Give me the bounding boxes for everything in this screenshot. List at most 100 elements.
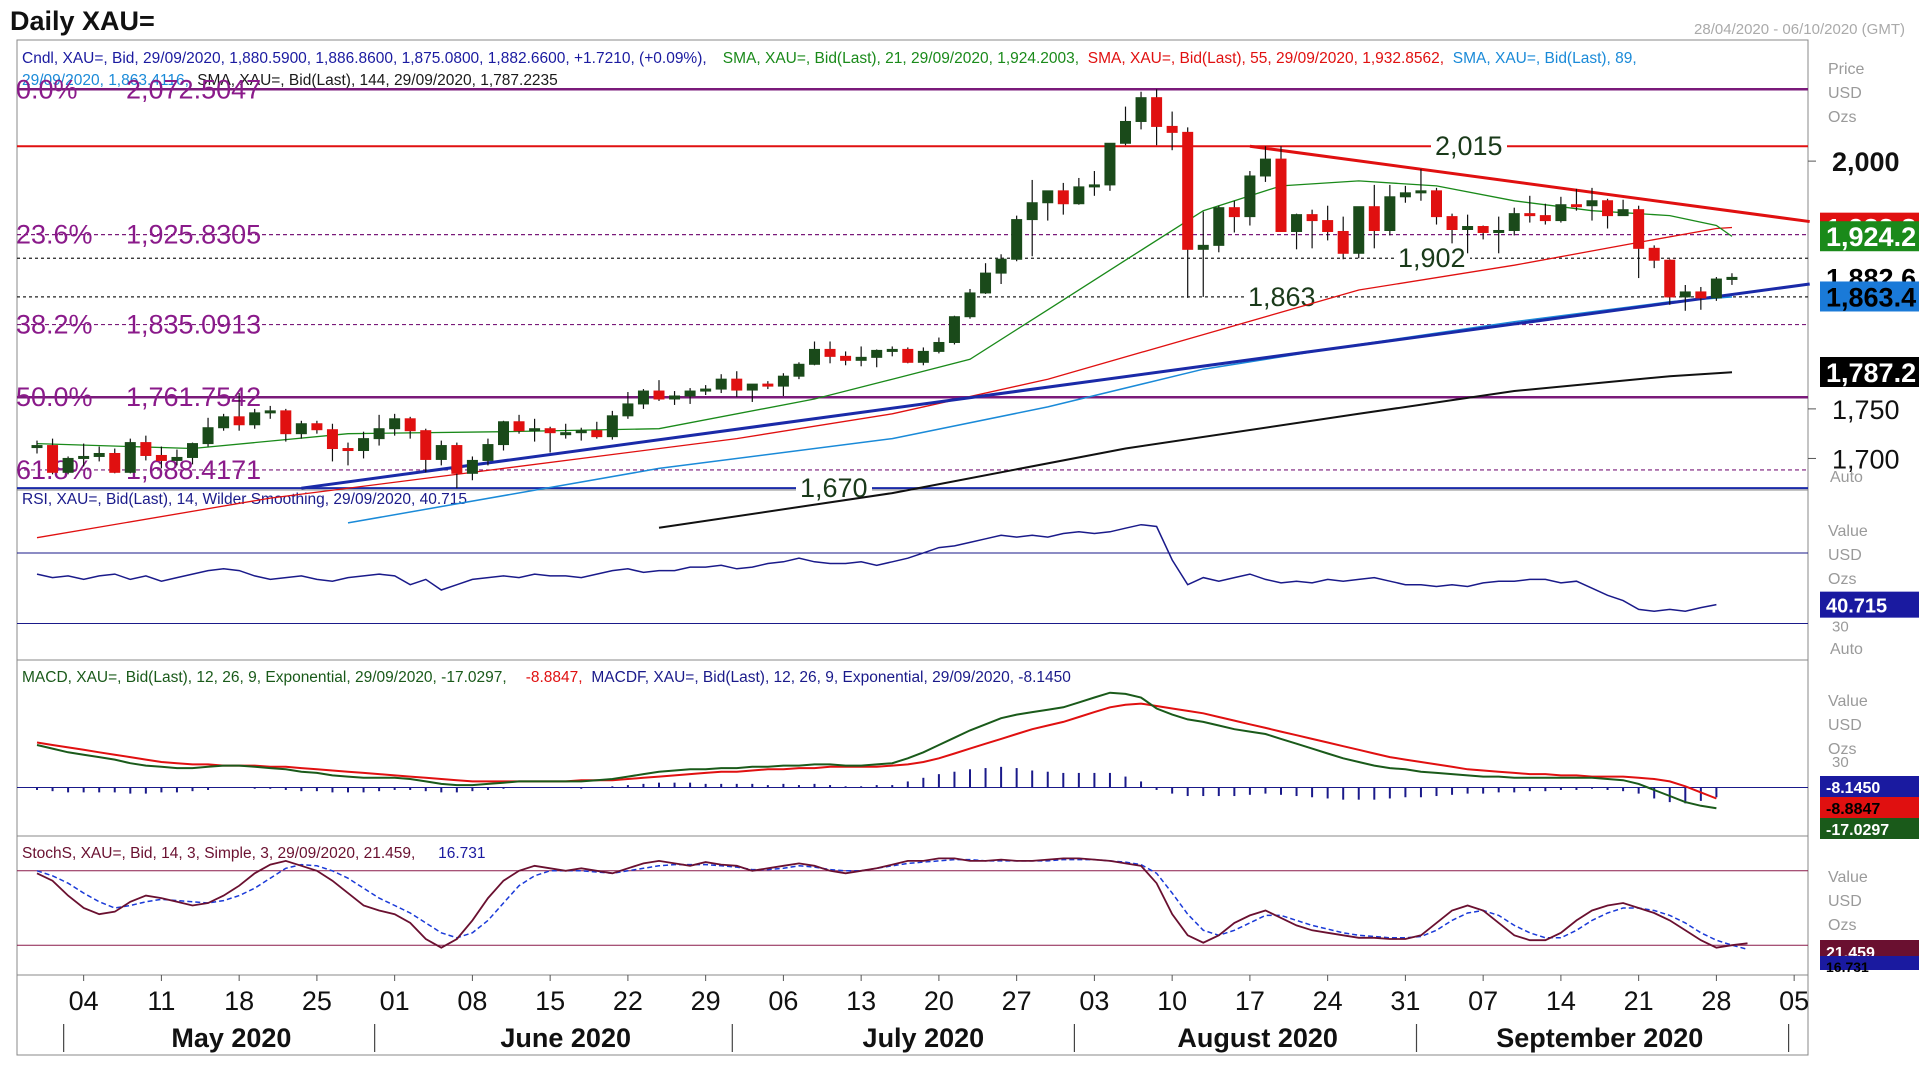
candle-body [948,316,960,343]
candle-body [653,390,665,400]
x-tick-label-5: 08 [457,986,487,1016]
rsi-line [36,523,1717,612]
candle-body [171,456,183,461]
rsi-axis-header-0: Value [1828,523,1868,540]
stoch-d-line [36,858,1748,951]
candle-body [31,445,43,449]
main-legend-3: SMA, XAU=, Bid(Last), 89, [1453,50,1637,67]
candle-body [1057,190,1069,205]
main-legend-2: SMA, XAU=, Bid(Last), 55, 29/09/2020, 1,… [1088,50,1444,67]
candle-body [1026,202,1038,221]
candle-body [62,457,74,473]
candle-body [1695,291,1707,299]
price-value-label-4: 1,787.2 [1826,358,1916,388]
sma-89-line [347,296,1733,524]
price-auto-label: Auto [1830,469,1863,486]
candle-body [498,421,509,446]
candle-body [1244,175,1256,218]
candle-body [124,442,136,473]
stoch-axis-header-1: USD [1828,893,1862,910]
x-tick-label-15: 17 [1235,986,1265,1016]
price-value-box-4 [1820,356,1919,387]
price-value-box-3 [1820,281,1919,312]
candle-body [933,341,945,352]
candle-body [1291,214,1303,232]
fib-price-4: 1,688.4171 [126,455,261,485]
month-label-1: June 2020 [500,1023,631,1053]
macd-axis-header-2: Ozs [1828,741,1856,758]
x-tick-label-11: 20 [924,986,954,1016]
candle-body [637,390,649,405]
month-label-3: August 2020 [1177,1023,1338,1053]
price-tick-label-0: 2,000 [1832,147,1900,177]
macd-value-label-1: -8.8847 [1826,801,1880,818]
price-axis-header-2: Ozs [1828,109,1856,126]
x-tick-label-3: 25 [302,986,332,1016]
stoch-legend-0: StochS, XAU=, Bid, 14, 3, Simple, 3, 29/… [22,845,415,862]
candle-body [980,272,992,294]
rsi-legend-0: RSI, XAU=, Bid(Last), 14, Wilder Smoothi… [22,491,467,508]
level-label-1: 1,902 [1398,243,1466,273]
x-tick-label-19: 14 [1546,986,1576,1016]
candle-body [591,430,603,438]
candle-body [902,348,914,363]
level-label-bg-0 [1431,133,1507,160]
candle-body [622,403,634,417]
x-tick-label-12: 27 [1002,986,1032,1016]
stoch-value-box-1 [1820,956,1919,970]
candle-body [700,388,712,392]
candle-body [295,423,307,435]
candle-body [389,418,401,430]
trendline-resistance [1249,144,1810,224]
candle-body [1586,200,1598,207]
price-value-label-3: 1,863.4 [1826,282,1916,312]
price-tick-label-1: 1,750 [1832,395,1900,425]
price-value-label-1: 1,924.2 [1826,222,1916,252]
candle-body [373,428,385,440]
candle-body [995,258,1007,274]
level-label-bg-3 [796,475,872,502]
candle-body [249,412,261,426]
x-tick-label-17: 31 [1390,986,1420,1016]
x-tick-label-9: 06 [768,986,798,1016]
candle-body [684,390,696,397]
x-tick-label-18: 07 [1468,986,1498,1016]
candle-body [140,442,152,456]
candle-body [1524,213,1536,217]
candle-body [824,348,836,357]
candle-body [78,455,90,459]
candle-body [1679,291,1691,298]
candle-body [1337,230,1349,254]
x-tick-label-16: 24 [1313,986,1343,1016]
candle-body [451,445,463,474]
stoch-value-label-1: 16.731 [1826,959,1869,975]
x-tick-label-20: 21 [1624,986,1654,1016]
candle-body [1602,200,1614,217]
candle-body [326,429,338,450]
x-tick-label-22: 05 [1779,986,1809,1016]
candle-body [840,355,852,361]
x-tick-label-10: 13 [846,986,876,1016]
candle-body [606,415,618,438]
x-tick-label-21: 28 [1701,986,1731,1016]
macd-axis-header-0: Value [1828,693,1868,710]
main-legend-1: SMA, XAU=, Bid(Last), 21, 29/09/2020, 1,… [723,50,1079,67]
candle-body [93,452,105,457]
month-label-2: July 2020 [863,1023,985,1053]
candle-body [793,363,805,377]
level-label-bg-1 [1394,245,1470,272]
candle-body [855,356,867,361]
trendline-support [301,282,1810,490]
fib-label-1: 23.6% [16,220,93,250]
candle-body [404,418,416,432]
macd-legend-1: -8.8847, [526,669,583,686]
candle-body [669,395,681,400]
candle-body [435,445,447,460]
candle-body [544,428,556,434]
candle-body [575,430,587,434]
stoch-axis-header-0: Value [1828,869,1868,886]
candle-body [155,454,167,461]
macd-value-label-0: -8.1450 [1826,780,1880,797]
candle-body [1088,184,1100,188]
